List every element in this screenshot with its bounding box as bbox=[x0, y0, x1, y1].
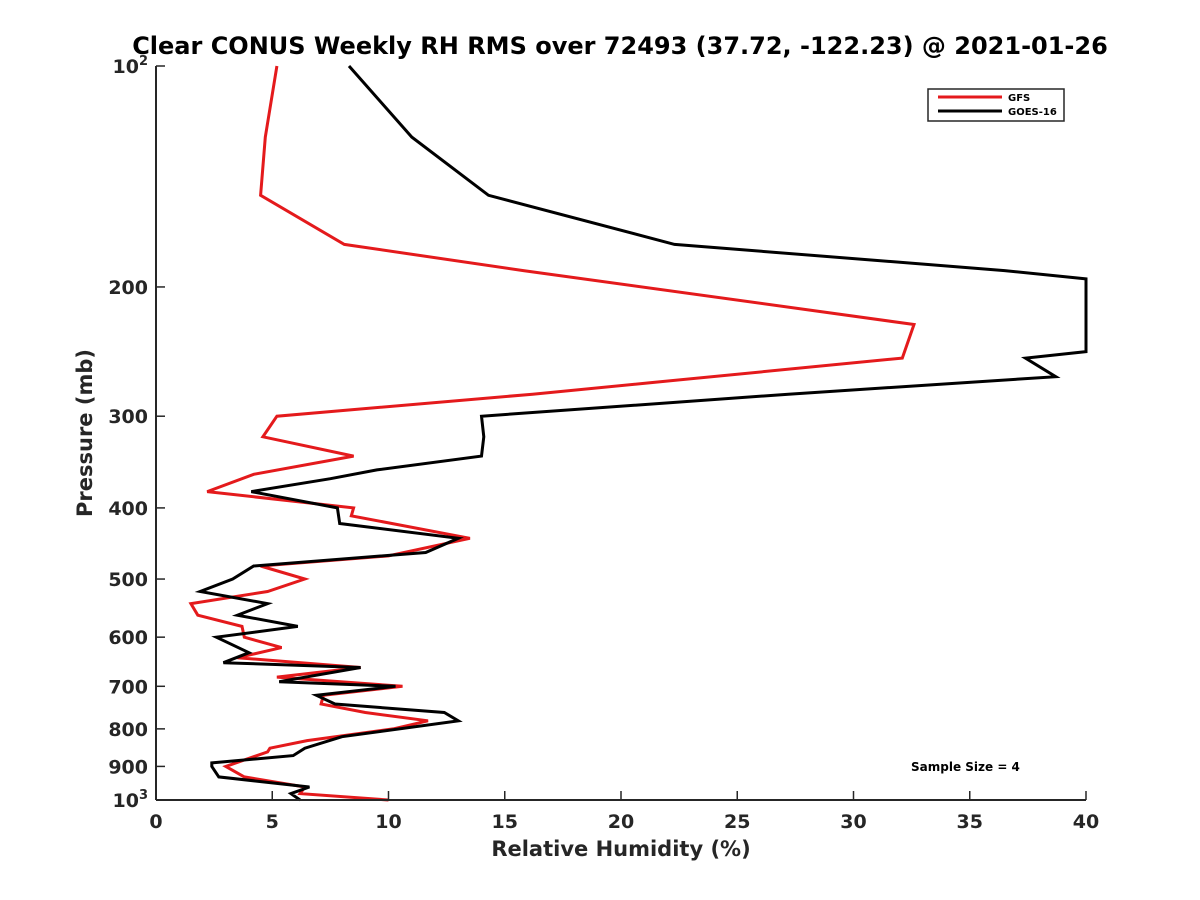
x-tick-label: 20 bbox=[608, 811, 634, 833]
series-line-gfs bbox=[188, 65, 917, 802]
x-tick-label: 25 bbox=[724, 811, 750, 833]
legend-label-gfs: GFS bbox=[1008, 93, 1030, 104]
y-tick-label: 500 bbox=[108, 569, 148, 591]
y-tick-label: 103 bbox=[113, 788, 149, 812]
y-tick-label: 102 bbox=[113, 54, 149, 78]
y-tick-label: 900 bbox=[108, 756, 148, 778]
plot-area bbox=[156, 66, 1086, 800]
y-tick-label: 300 bbox=[108, 406, 148, 428]
x-tick-label: 15 bbox=[492, 811, 518, 833]
legend-label-goes16: GOES-16 bbox=[1008, 107, 1057, 118]
y-tick-label: 400 bbox=[108, 498, 148, 520]
y-tick-label: 800 bbox=[108, 719, 148, 741]
sample-size-annotation: Sample Size = 4 bbox=[911, 760, 1020, 774]
x-tick-label: 10 bbox=[375, 811, 401, 833]
chart-title: Clear CONUS Weekly RH RMS over 72493 (37… bbox=[132, 32, 1108, 60]
y-tick-label: 200 bbox=[108, 277, 148, 299]
x-axis-ticks: 0 5 10 15 20 25 30 35 40 bbox=[149, 791, 1099, 833]
x-tick-label: 40 bbox=[1073, 811, 1099, 833]
x-tick-label: 0 bbox=[149, 811, 162, 833]
x-tick-label: 30 bbox=[840, 811, 866, 833]
x-tick-label: 5 bbox=[266, 811, 279, 833]
y-tick-label: 700 bbox=[108, 676, 148, 698]
x-axis-label: Relative Humidity (%) bbox=[491, 837, 750, 861]
y-axis-ticks: 102 200 300 400 500 600 700 800 900 103 bbox=[108, 54, 165, 812]
y-axis-label: Pressure (mb) bbox=[73, 349, 97, 517]
x-tick-label: 35 bbox=[957, 811, 983, 833]
series-line-goes16 bbox=[194, 65, 1088, 802]
legend-box bbox=[927, 88, 1065, 122]
legend: GFS GOES-16 bbox=[927, 88, 1065, 122]
y-tick-label: 600 bbox=[108, 627, 148, 649]
series-layer bbox=[188, 65, 1088, 802]
